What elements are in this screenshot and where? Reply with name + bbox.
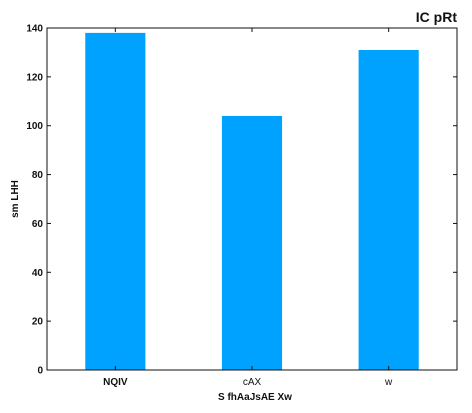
y-tick-label: 20 <box>32 317 44 328</box>
y-tick-label: 0 <box>37 366 43 377</box>
x-axis-label: S fhAaJsAE Xw <box>218 392 292 403</box>
y-axis-ticks: 0 20 40 60 80 100 120 140 <box>26 24 457 377</box>
x-tick-label: cAX <box>243 377 262 388</box>
x-axis-ticks: NQIV cAX w <box>103 28 393 388</box>
bars-layer <box>85 32 419 371</box>
chart-title: IC pRt <box>416 9 458 25</box>
y-tick-label: 80 <box>32 170 44 181</box>
y-tick-label: 40 <box>32 268 44 279</box>
y-tick-label: 140 <box>26 24 43 35</box>
bar-1 <box>221 115 283 370</box>
bar-2 <box>358 49 419 371</box>
x-tick-label: w <box>384 377 393 388</box>
x-tick-label: NQIV <box>103 377 128 388</box>
bar-0 <box>85 32 146 370</box>
y-axis-label: sm LHH <box>10 180 21 218</box>
y-tick-label: 100 <box>26 121 43 132</box>
y-tick-label: 60 <box>32 219 44 230</box>
y-tick-label: 120 <box>26 72 43 83</box>
